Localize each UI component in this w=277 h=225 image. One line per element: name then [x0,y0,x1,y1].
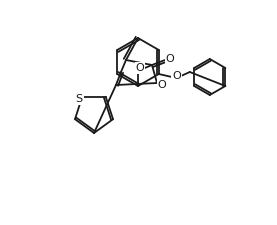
Text: O: O [136,63,144,73]
Text: O: O [166,54,175,64]
Text: O: O [158,80,166,90]
Text: S: S [76,94,83,104]
Text: O: O [172,71,181,81]
